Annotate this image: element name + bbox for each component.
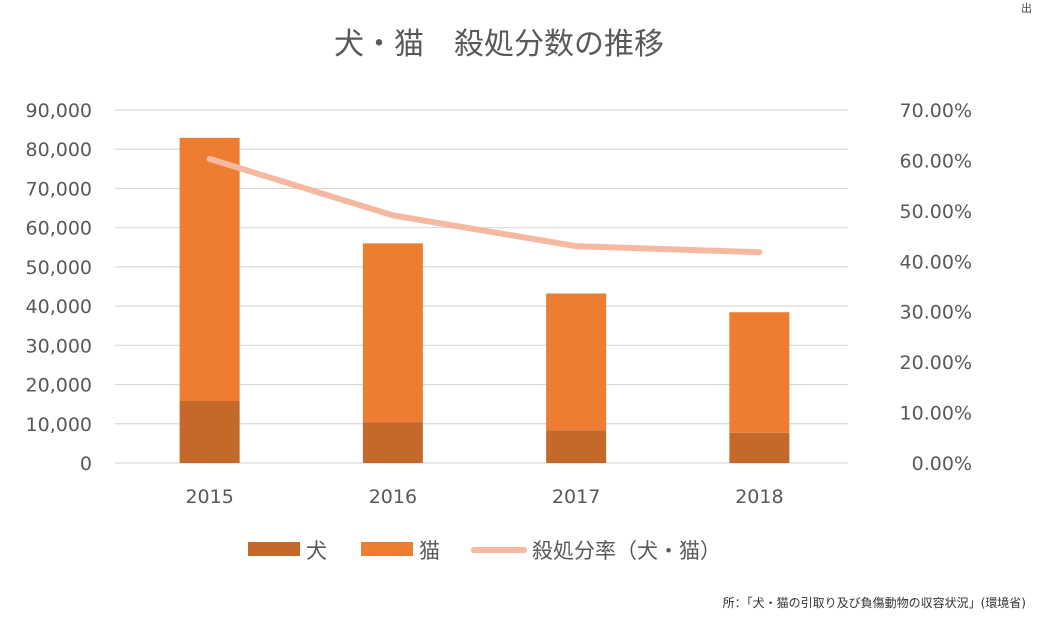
left-tick-label: 70,000 (26, 178, 92, 200)
bar-dog (546, 430, 607, 463)
legend-label: 猫 (419, 539, 440, 563)
x-tick-label: 2017 (552, 486, 600, 508)
bar-cat (362, 243, 423, 423)
bar-dog (729, 432, 790, 463)
left-tick-label: 20,000 (26, 375, 92, 397)
right-tick-label: 30.00% (900, 302, 972, 324)
left-tick-label: 10,000 (26, 414, 92, 436)
corner-text: 出 (1021, 2, 1032, 15)
x-axis: 2015 2016 2017 2018 (185, 486, 783, 508)
chart-title: 犬・猫 殺処分数の推移 (334, 27, 664, 62)
right-tick-label: 70.00% (900, 100, 972, 122)
right-tick-label: 60.00% (900, 150, 972, 172)
right-tick-label: 0.00% (912, 453, 972, 475)
x-tick-label: 2018 (735, 486, 783, 508)
legend-label: 殺処分率（犬・猫） (532, 539, 721, 563)
left-tick-label: 80,000 (26, 139, 92, 161)
legend-label: 犬 (306, 539, 327, 563)
left-tick-label: 50,000 (26, 257, 92, 279)
bar-cat (729, 312, 790, 433)
right-tick-label: 10.00% (900, 403, 972, 425)
left-tick-label: 40,000 (26, 296, 92, 318)
bar-dog (179, 400, 240, 463)
x-tick-label: 2015 (185, 486, 233, 508)
rate-line (206, 155, 763, 256)
bar-cat (179, 137, 240, 401)
right-axis: 0.00% 10.00% 20.00% 30.00% 40.00% 50.00% 60.00… (900, 100, 972, 475)
rate-line-path (206, 155, 763, 256)
right-tick-label: 20.00% (900, 352, 972, 374)
legend-swatch (361, 542, 413, 556)
x-tick-label: 2016 (369, 486, 417, 508)
source-note: 所：「犬・猫の引取り及び負傷動物の収容状況」(環境省) (722, 596, 1026, 610)
left-tick-label: 60,000 (26, 218, 92, 240)
legend-swatch (248, 542, 300, 556)
bar-dog (362, 422, 423, 463)
left-axis: 0 10,000 20,000 30,000 40,000 50,000 60,000 70,… (26, 100, 92, 475)
left-tick-label: 30,000 (26, 335, 92, 357)
right-tick-label: 40.00% (900, 251, 972, 273)
legend: 犬 猫 殺処分率（犬・猫） (248, 539, 721, 563)
left-tick-label: 90,000 (26, 100, 92, 122)
right-tick-label: 50.00% (900, 201, 972, 223)
left-tick-label: 0 (80, 453, 92, 475)
bars (179, 137, 790, 463)
bar-cat (546, 293, 607, 431)
